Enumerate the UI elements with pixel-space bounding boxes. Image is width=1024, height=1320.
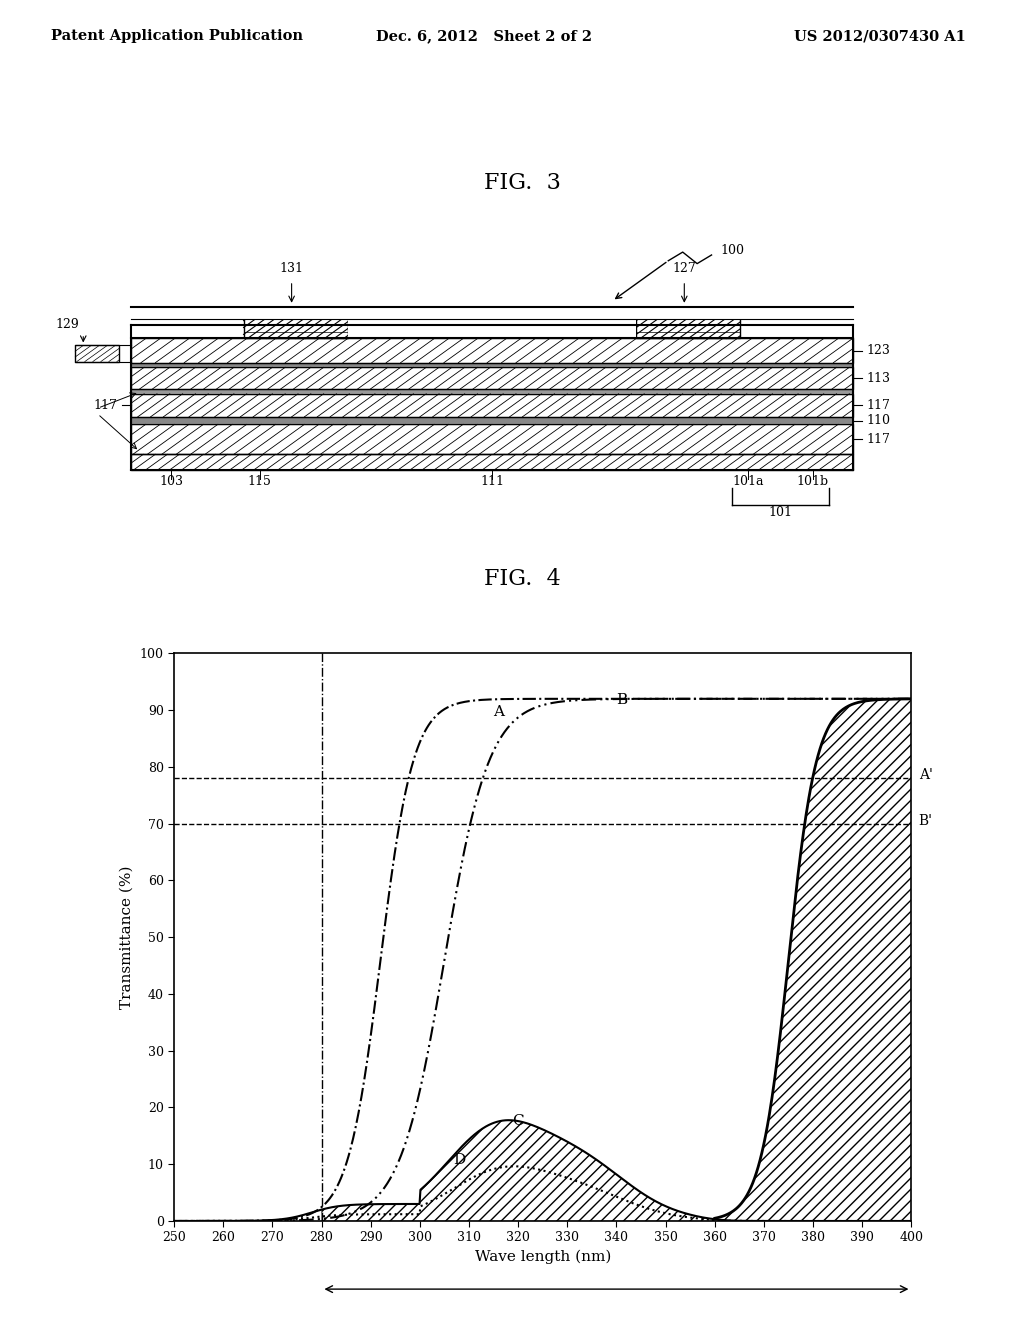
Text: D: D — [453, 1154, 465, 1167]
Text: 111: 111 — [480, 475, 504, 488]
Bar — [348, 306, 636, 338]
Bar — [131, 389, 853, 393]
Bar — [636, 306, 740, 338]
Text: Patent Application Publication: Patent Application Publication — [51, 29, 303, 44]
Text: B': B' — [919, 814, 933, 828]
Text: 123: 123 — [866, 345, 890, 358]
Text: FIG.  4: FIG. 4 — [484, 569, 560, 590]
Y-axis label: Transmittance (%): Transmittance (%) — [120, 866, 134, 1008]
Text: 131: 131 — [280, 263, 304, 275]
Text: Dec. 6, 2012   Sheet 2 of 2: Dec. 6, 2012 Sheet 2 of 2 — [377, 29, 593, 44]
Text: A': A' — [919, 768, 933, 783]
Text: US 2012/0307430 A1: US 2012/0307430 A1 — [795, 29, 967, 44]
Text: A: A — [493, 705, 504, 719]
Bar — [75, 346, 120, 362]
Bar — [131, 367, 853, 389]
Text: FIG.  3: FIG. 3 — [483, 173, 561, 194]
Bar — [131, 393, 853, 417]
Bar — [131, 417, 853, 424]
Text: 101: 101 — [768, 507, 793, 520]
Bar — [244, 306, 348, 338]
Text: 113: 113 — [866, 372, 890, 384]
Text: 115: 115 — [248, 475, 271, 488]
Bar — [131, 338, 853, 363]
X-axis label: Wave length (nm): Wave length (nm) — [474, 1250, 611, 1265]
Bar — [131, 454, 853, 470]
Text: B: B — [615, 693, 627, 708]
Text: 117: 117 — [866, 433, 890, 446]
Text: 100: 100 — [720, 244, 744, 257]
Text: 117: 117 — [866, 399, 890, 412]
Bar — [131, 363, 853, 367]
Text: 101b: 101b — [797, 475, 828, 488]
Text: C: C — [512, 1114, 524, 1127]
Text: 117: 117 — [94, 399, 118, 412]
Text: 127: 127 — [673, 263, 696, 275]
Text: 110: 110 — [866, 414, 890, 428]
Bar — [131, 306, 853, 319]
Bar — [131, 424, 853, 454]
Text: 103: 103 — [160, 475, 183, 488]
Text: 101a: 101a — [732, 475, 764, 488]
Text: 129: 129 — [55, 318, 79, 331]
